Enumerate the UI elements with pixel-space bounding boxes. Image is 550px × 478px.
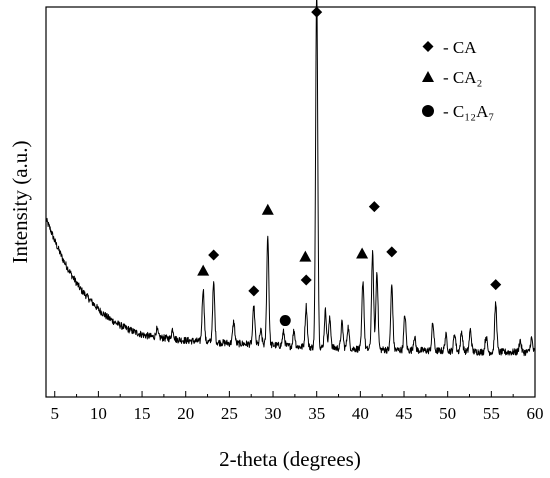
phase-marker-diamond [311,6,323,18]
x-axis-ticks [54,391,536,397]
x-tick-label: 25 [221,404,238,423]
x-axis-label: 2-theta (degrees) [219,447,361,471]
phase-marker-diamond [386,246,398,258]
x-axis-tick-labels: 5 10 15 20 25 30 35 40 45 50 55 60 [50,404,543,423]
x-tick-label: 50 [439,404,456,423]
x-tick-label: 45 [396,404,413,423]
phase-markers [197,6,502,327]
plot-frame [45,6,536,398]
legend: - CA - CA₂ - C₁₂A₇ [422,38,494,121]
x-tick-label: 35 [308,404,325,423]
x-tick-label: 30 [265,404,282,423]
x-tick-label: 5 [50,404,59,423]
phase-marker-diamond [490,279,502,291]
xrd-pattern-line [45,0,536,357]
x-tick-label: 10 [90,404,107,423]
phase-marker-diamond [368,201,380,213]
legend-circle-marker [422,105,434,117]
y-axis-label: Intensity (a.u.) [8,140,32,263]
x-tick-label: 40 [352,404,369,423]
x-tick-label: 20 [177,404,194,423]
phase-marker-triangle [197,264,210,276]
legend-label-ca: - CA [443,38,477,57]
legend-label-c12a7: - C₁₂A₇ [443,102,494,121]
x-tick-label: 55 [483,404,500,423]
phase-marker-triangle [261,203,274,215]
legend-diamond-marker [422,41,434,52]
legend-label-ca2: - CA₂ [443,68,482,87]
phase-marker-diamond [208,249,220,261]
phase-marker-diamond [248,285,260,297]
x-tick-label: 15 [134,404,151,423]
phase-marker-circle [279,315,291,327]
phase-marker-diamond [300,274,312,286]
phase-marker-triangle [299,250,312,262]
x-tick-label: 60 [527,404,544,423]
phase-marker-triangle [356,247,369,259]
legend-triangle-marker [422,71,434,82]
